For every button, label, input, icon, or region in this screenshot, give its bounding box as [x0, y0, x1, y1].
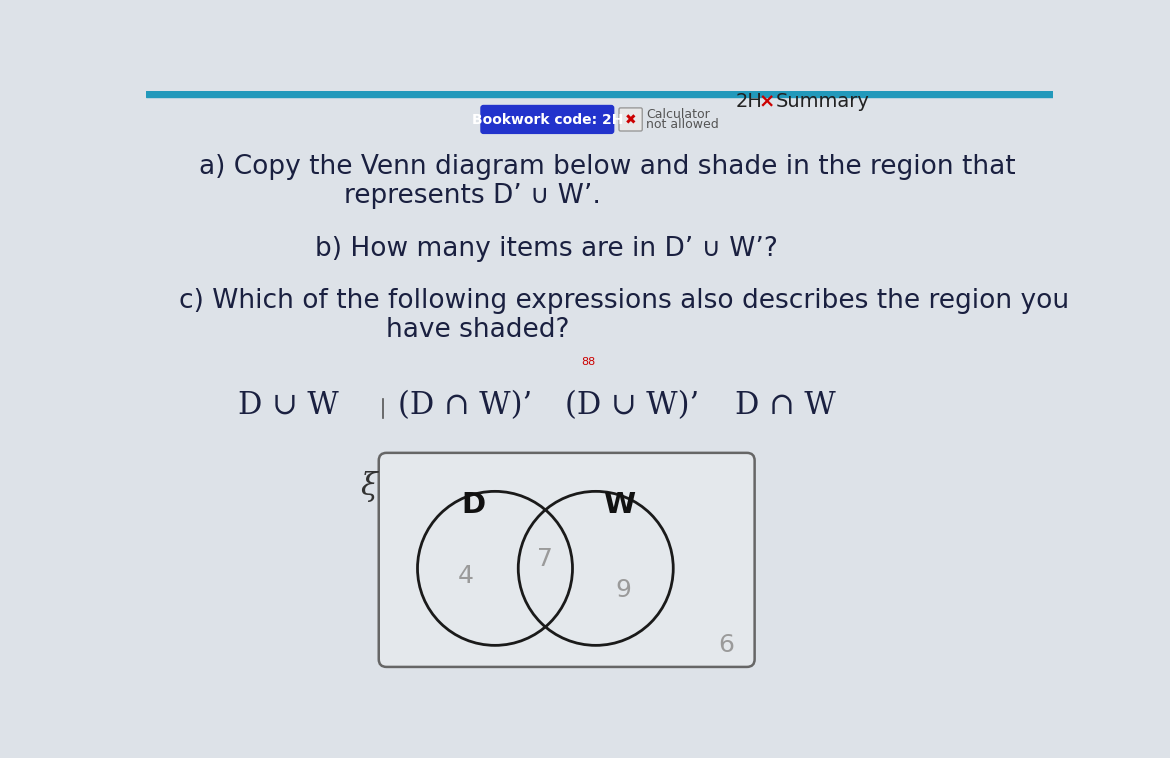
Text: Bookwork code: 2H: Bookwork code: 2H	[472, 113, 624, 127]
Text: D ∪ W: D ∪ W	[238, 390, 338, 421]
Bar	[146, 91, 1053, 97]
Text: 88: 88	[580, 356, 596, 367]
Text: 2H: 2H	[735, 92, 762, 111]
Text: b) How many items are in D’ ∪ W’?: b) How many items are in D’ ∪ W’?	[315, 236, 778, 262]
FancyBboxPatch shape	[379, 453, 755, 667]
Text: a) Copy the Venn diagram below and shade in the region that: a) Copy the Venn diagram below and shade…	[199, 154, 1016, 180]
Text: Calculator: Calculator	[646, 108, 710, 121]
Text: c) Which of the following expressions also describes the region you: c) Which of the following expressions al…	[179, 288, 1069, 314]
Text: 9: 9	[615, 578, 632, 602]
Text: D: D	[461, 491, 486, 519]
Text: ✖: ✖	[625, 113, 636, 127]
Text: represents D’ ∪ W’.: represents D’ ∪ W’.	[344, 183, 600, 209]
Text: D ∩ W: D ∩ W	[735, 390, 837, 421]
Text: 7: 7	[537, 547, 553, 571]
Text: W: W	[603, 491, 635, 519]
Text: have shaded?: have shaded?	[386, 318, 570, 343]
Text: (D ∩ W)’: (D ∩ W)’	[398, 390, 532, 421]
Text: 6: 6	[718, 634, 734, 657]
Text: Summary: Summary	[776, 92, 869, 111]
FancyBboxPatch shape	[480, 105, 614, 134]
FancyBboxPatch shape	[619, 108, 642, 131]
Text: not allowed: not allowed	[646, 118, 718, 131]
Text: ξ: ξ	[360, 471, 377, 503]
Text: (D ∪ W)’: (D ∪ W)’	[565, 390, 698, 421]
Text: 4: 4	[457, 564, 474, 588]
Text: ×: ×	[758, 92, 775, 111]
